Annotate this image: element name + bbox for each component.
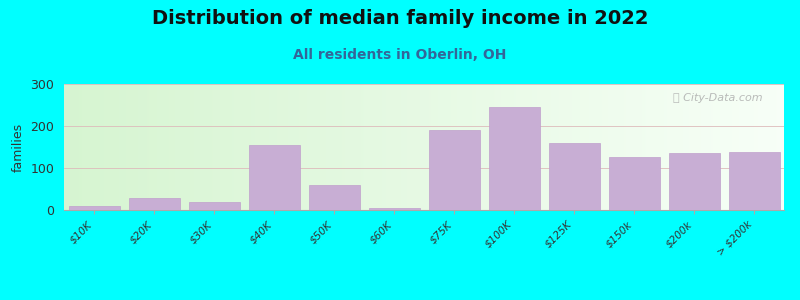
Bar: [69, 206, 119, 210]
Bar: [249, 145, 299, 210]
Bar: [309, 185, 359, 210]
Bar: [549, 143, 599, 210]
Text: Distribution of median family income in 2022: Distribution of median family income in …: [152, 9, 648, 28]
Text: All residents in Oberlin, OH: All residents in Oberlin, OH: [294, 48, 506, 62]
Y-axis label: families: families: [12, 122, 25, 172]
Bar: [609, 157, 659, 210]
Bar: [729, 152, 779, 210]
Bar: [669, 153, 719, 210]
Bar: [429, 130, 479, 210]
Bar: [189, 202, 239, 210]
Bar: [129, 198, 179, 210]
Bar: [489, 107, 539, 210]
Text: ⓘ City-Data.com: ⓘ City-Data.com: [673, 93, 762, 103]
Bar: [369, 208, 419, 210]
